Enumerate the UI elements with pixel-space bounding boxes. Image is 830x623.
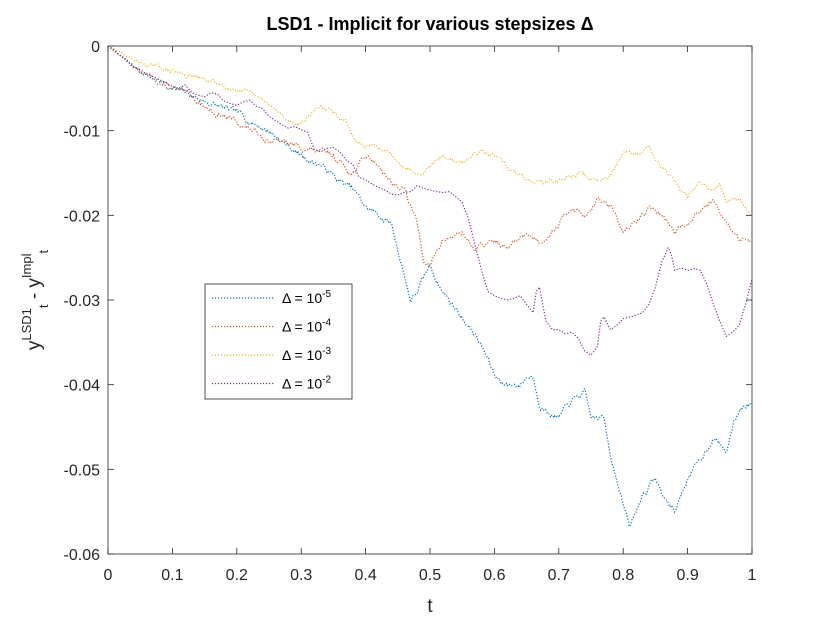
- x-tick-label: 0.6: [483, 567, 505, 584]
- chart-title: LSD1 - Implicit for various stepsizes Δ: [266, 14, 593, 34]
- series-line-4: [107, 45, 753, 356]
- x-tick-label: 0.8: [612, 567, 634, 584]
- y-tick-label: -0.06: [64, 547, 101, 564]
- x-tick-label: 0.7: [548, 567, 570, 584]
- legend-entry-4: Δ = 10-2: [282, 375, 331, 392]
- legend-entry-3: Δ = 10-3: [282, 346, 331, 363]
- y-tick-label: -0.02: [64, 208, 101, 225]
- legend-entry-2: Δ = 10-4: [282, 318, 331, 335]
- series-layer: [107, 45, 753, 528]
- y-tick-label: 0: [91, 39, 100, 56]
- legend: Δ = 10-5 Δ = 10-4 Δ = 10-3 Δ = 10-2: [204, 283, 353, 400]
- x-tick-label: 0.5: [419, 567, 441, 584]
- series-line-1: [107, 45, 753, 528]
- x-tick-label: 0: [104, 567, 113, 584]
- y-tick-label: -0.04: [64, 378, 101, 395]
- y-tick-labels: 0 -0.01 -0.02 -0.03 -0.04 -0.05 -0.06: [64, 39, 752, 564]
- x-tick-label: 0.2: [226, 567, 248, 584]
- x-tick-label: 0.4: [354, 567, 376, 584]
- x-tick-label: 0.3: [290, 567, 312, 584]
- legend-entry-1: Δ = 10-5: [282, 289, 331, 306]
- series-line-2: [107, 45, 753, 268]
- y-tick-label: -0.05: [64, 462, 101, 479]
- x-tick-label: 0.9: [676, 567, 698, 584]
- x-tick-label: 1: [748, 567, 757, 584]
- y-axis-label: yLSD1t - yImplt: [19, 250, 51, 351]
- legend-box: [204, 283, 353, 400]
- x-axis-label: t: [427, 596, 433, 617]
- y-axis-label-text: yLSD1t - yImplt: [19, 250, 51, 351]
- y-tick-label: -0.01: [64, 124, 101, 141]
- series-line-3: [107, 45, 753, 217]
- y-tick-label: -0.03: [64, 293, 101, 310]
- x-tick-labels: 0 0.1 0.2 0.3 0.4 0.5 0.6 0.7 0.8 0.9 1: [104, 46, 757, 584]
- x-tick-label: 0.1: [161, 567, 183, 584]
